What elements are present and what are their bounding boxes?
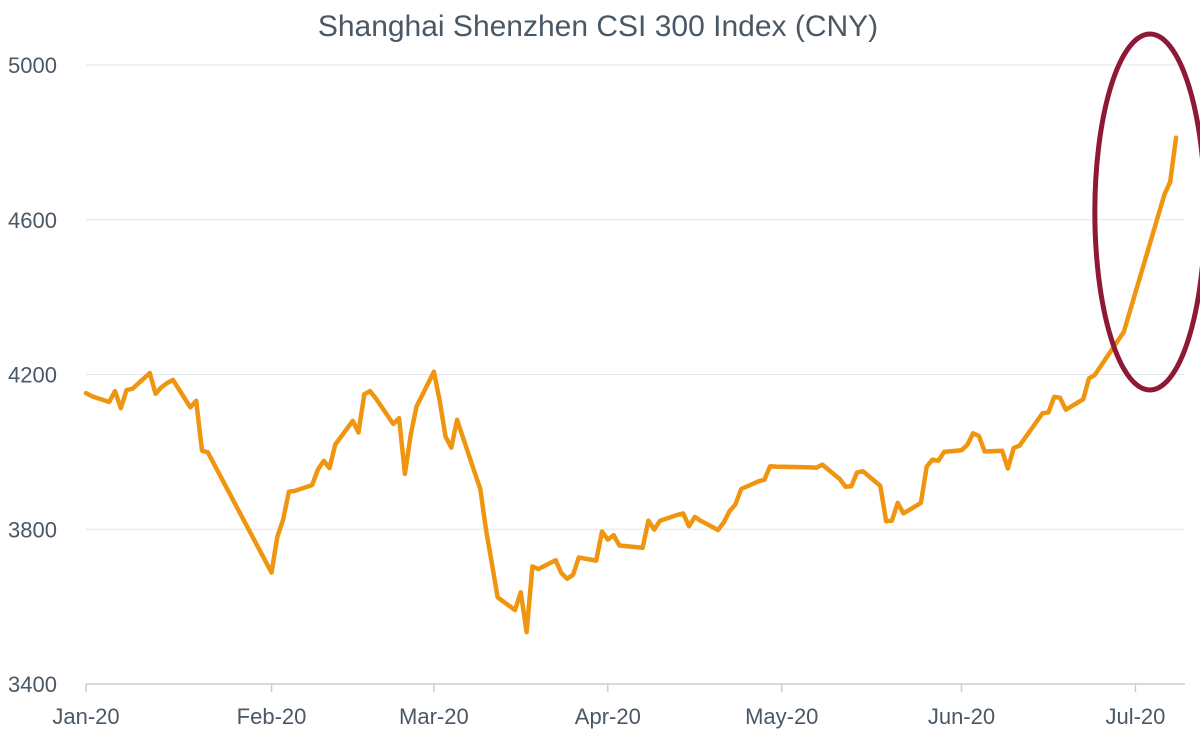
annotation-layer — [1092, 31, 1200, 393]
y-axis-ticks: 5000 4600 4200 3800 3400 — [8, 53, 57, 697]
gridlines — [86, 64, 1185, 530]
y-tick-label: 3800 — [8, 517, 57, 542]
x-tick-label: Mar-20 — [399, 704, 469, 729]
y-tick-label: 4200 — [8, 363, 57, 388]
x-tick-label: May-20 — [745, 704, 818, 729]
x-tick-label: Feb-20 — [237, 704, 307, 729]
highlight-ellipse — [1092, 31, 1200, 393]
series-line — [83, 135, 1179, 635]
chart-title: Shanghai Shenzhen CSI 300 Index (CNY) — [317, 10, 879, 43]
series-layer — [83, 135, 1179, 635]
y-tick-label: 5000 — [8, 53, 57, 78]
y-tick-label: 4600 — [8, 208, 57, 233]
x-tick-label: Jun-20 — [928, 704, 995, 729]
x-axis-ticks: Jan-20 Feb-20 Mar-20 Apr-20 May-20 Jun-20 Jul-… — [52, 684, 1165, 729]
x-tick-label: Apr-20 — [575, 704, 641, 729]
x-tick-label: Jan-20 — [52, 704, 119, 729]
x-tick-label: Jul-20 — [1105, 704, 1165, 729]
y-tick-label: 3400 — [8, 672, 57, 697]
